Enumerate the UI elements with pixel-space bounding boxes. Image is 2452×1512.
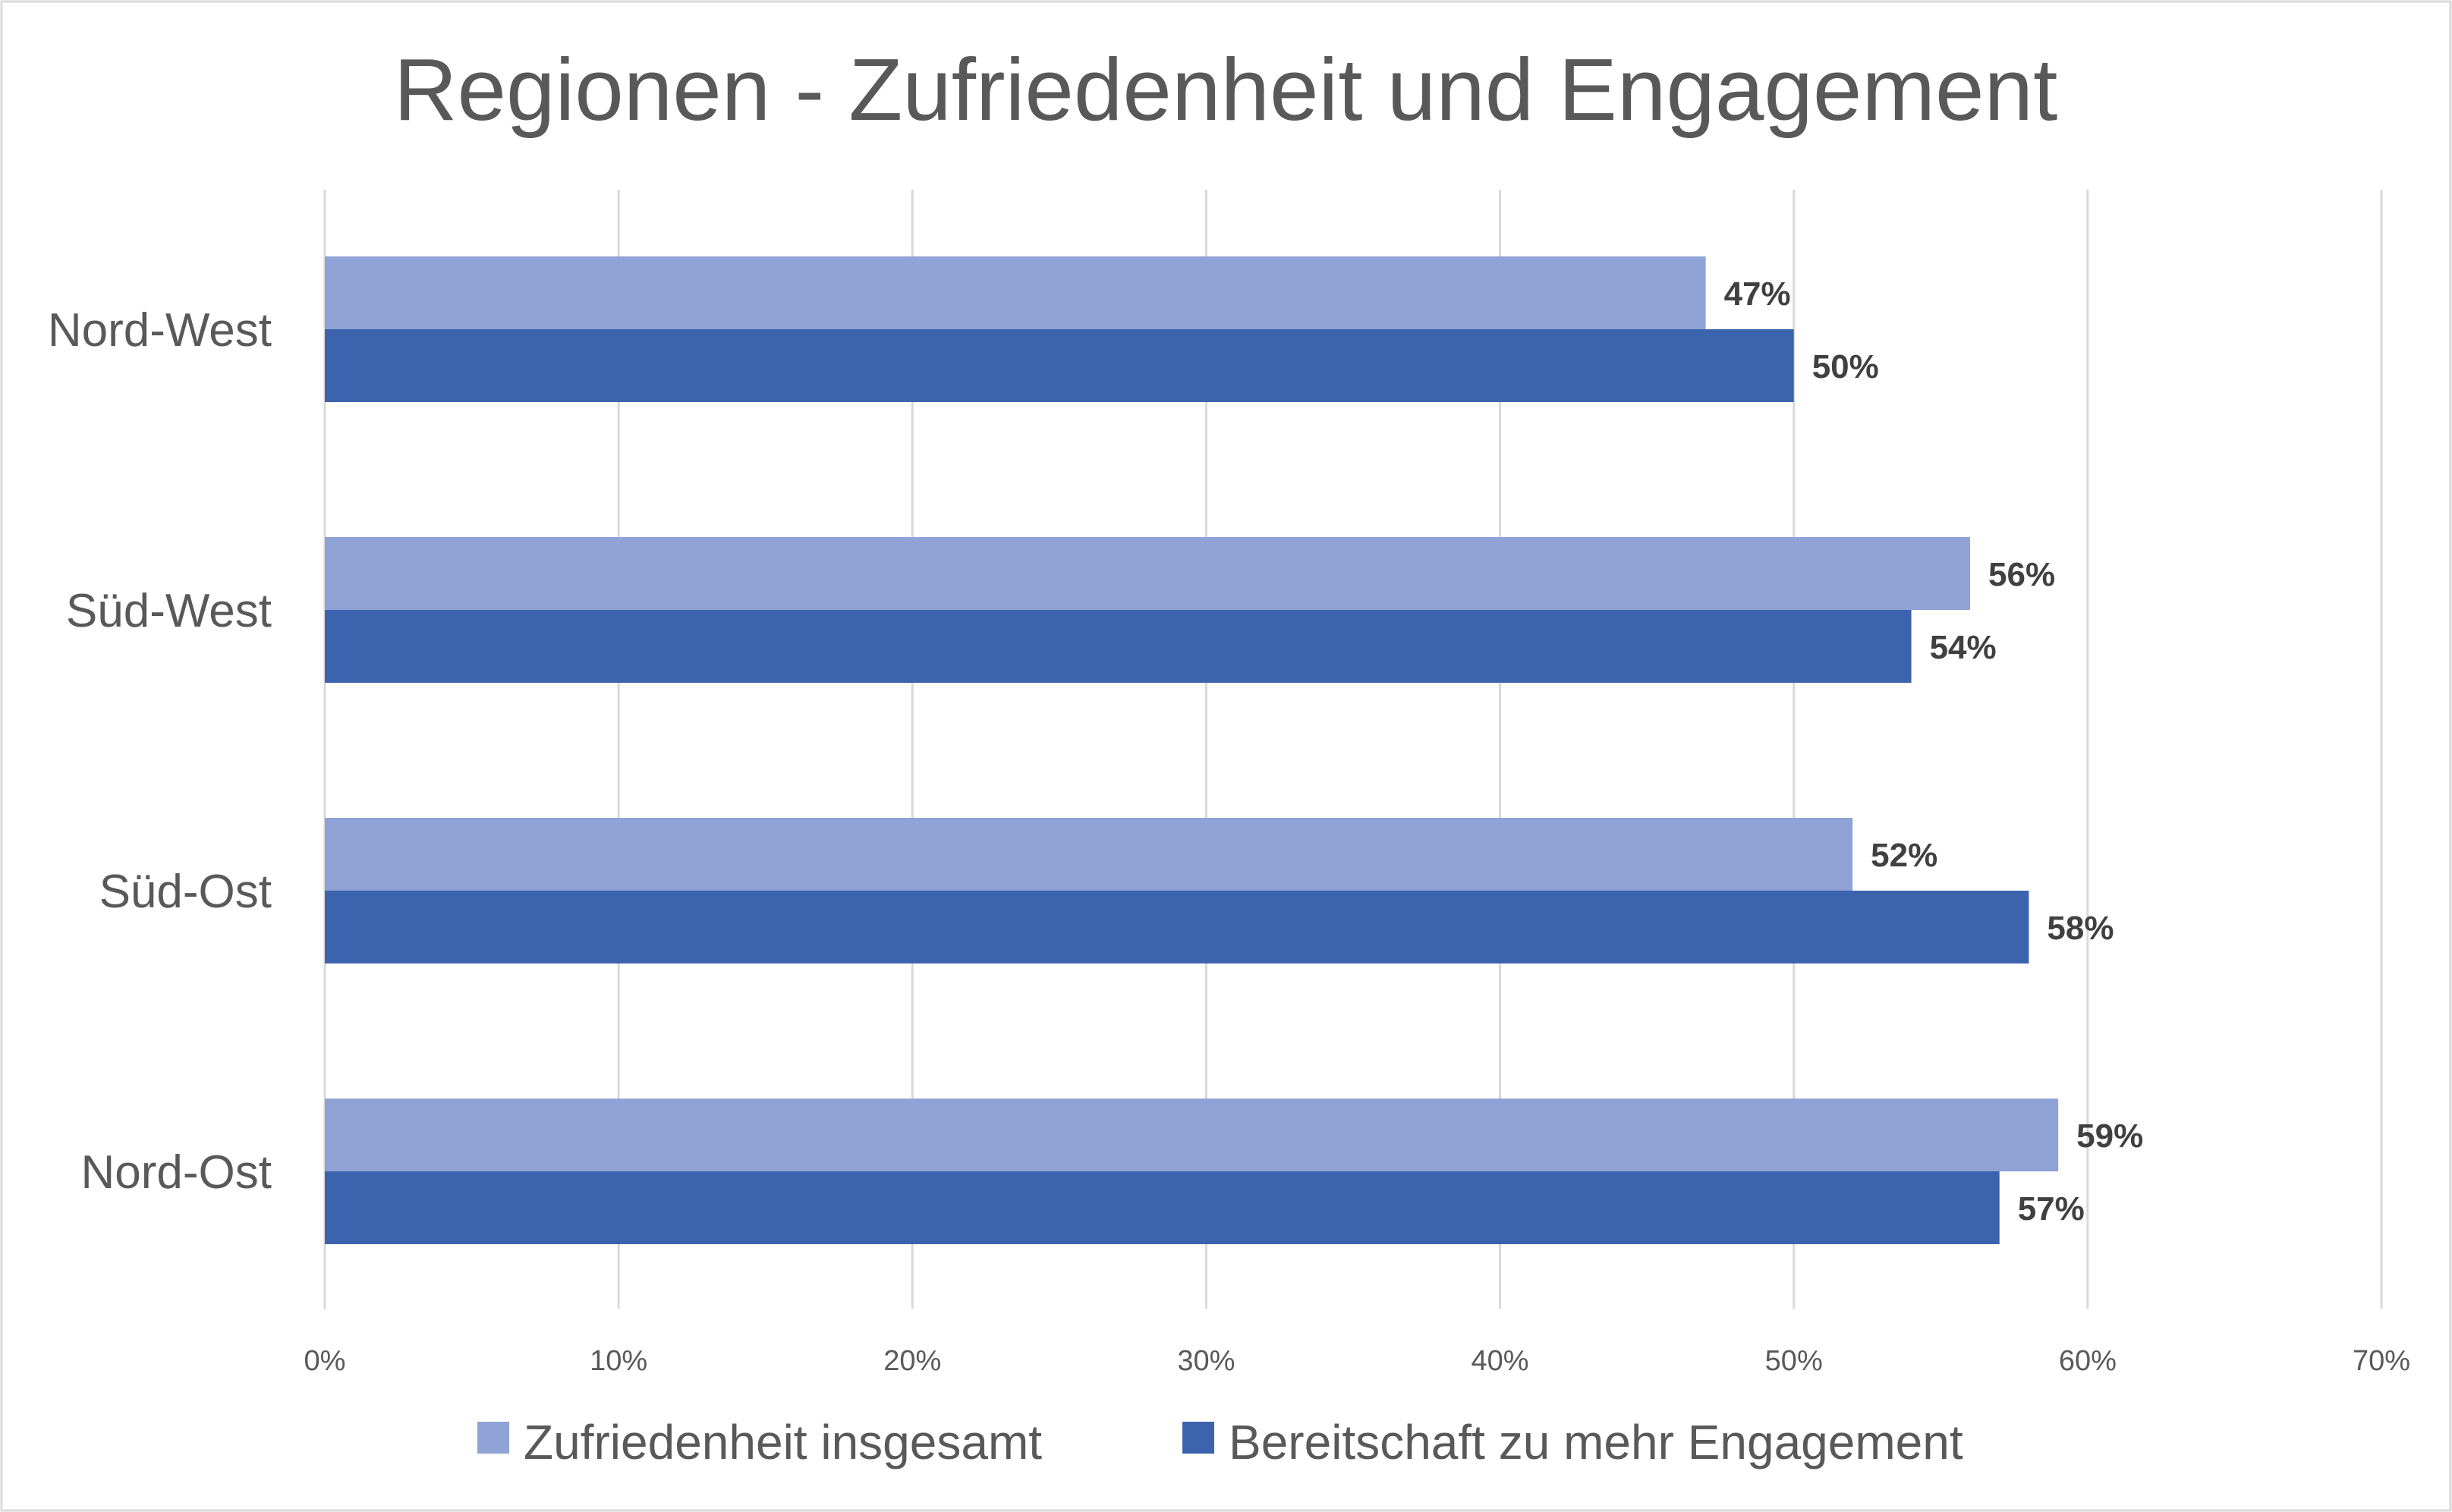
data-label: 47%: [1724, 275, 1791, 313]
data-label: 54%: [1930, 629, 1997, 666]
data-label: 59%: [2076, 1117, 2143, 1155]
data-label: 50%: [1812, 348, 1879, 385]
bars: [325, 256, 2059, 1244]
legend-label-bereitschaft: Bereitschaft zu mehr Engagement: [1229, 1415, 1963, 1470]
data-label: 56%: [1988, 556, 2055, 593]
category-labels: Nord-West Süd-West Süd-Ost Nord-Ost: [48, 304, 272, 1199]
category-label: Nord-West: [48, 304, 272, 357]
x-axis-tick-labels: 0% 10% 20% 30% 40% 50% 60% 70%: [304, 1345, 2410, 1377]
x-tick-label: 50%: [1765, 1345, 1823, 1377]
x-tick-label: 20%: [883, 1345, 941, 1377]
category-label: Nord-Ost: [81, 1146, 272, 1199]
data-labels: 47% 50% 56% 54% 52% 58% 59% 57%: [1724, 275, 2144, 1228]
legend-swatch-bereitschaft: [1182, 1422, 1214, 1454]
x-tick-label: 10%: [590, 1345, 647, 1377]
bar: [325, 256, 1706, 329]
x-tick-label: 60%: [2059, 1345, 2117, 1377]
x-tick-label: 30%: [1177, 1345, 1235, 1377]
category-label: Süd-Ost: [99, 866, 272, 918]
bar: [325, 818, 1853, 891]
bar: [325, 1099, 2059, 1171]
legend-swatch-zufriedenheit: [477, 1422, 509, 1454]
data-label: 58%: [2047, 910, 2114, 947]
bar: [325, 610, 1912, 683]
bar: [325, 537, 1970, 610]
x-tick-label: 70%: [2353, 1345, 2410, 1377]
data-label: 57%: [2018, 1190, 2085, 1228]
chart-title: Regionen - Zufriedenheit und Engagement: [394, 40, 2058, 139]
data-label: 52%: [1871, 837, 1937, 874]
bar: [325, 1171, 2000, 1244]
bar: [325, 329, 1794, 402]
bar: [325, 891, 2029, 963]
legend: Zufriedenheit insgesamt Bereitschaft zu …: [477, 1415, 1963, 1470]
x-tick-label: 40%: [1472, 1345, 1529, 1377]
legend-label-zufriedenheit: Zufriedenheit insgesamt: [524, 1415, 1042, 1470]
x-tick-label: 0%: [304, 1345, 346, 1377]
category-label: Süd-West: [66, 585, 272, 637]
